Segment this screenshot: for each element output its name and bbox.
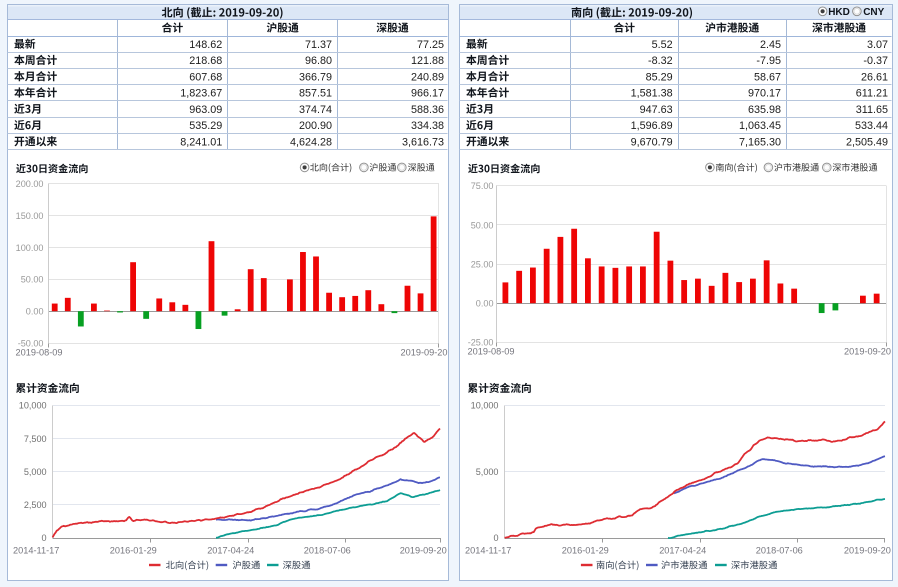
svg-text:77.25: 77.25 <box>417 39 444 51</box>
svg-text:5,000: 5,000 <box>476 467 499 477</box>
svg-text:607.68: 607.68 <box>189 71 222 83</box>
svg-text:2016-01-29: 2016-01-29 <box>110 545 157 555</box>
svg-text:366.79: 366.79 <box>299 71 332 83</box>
svg-text:26.61: 26.61 <box>861 71 888 83</box>
svg-text:2016-01-29: 2016-01-29 <box>562 545 609 555</box>
svg-text:218.68: 218.68 <box>189 55 222 67</box>
svg-text:CNY: CNY <box>863 7 884 18</box>
svg-text:535.29: 535.29 <box>189 120 222 132</box>
svg-text:0.00: 0.00 <box>26 307 44 317</box>
svg-text:5,000: 5,000 <box>24 467 47 477</box>
svg-text:85.29: 85.29 <box>646 71 673 83</box>
svg-text:50.00: 50.00 <box>471 220 494 230</box>
svg-text:10,000: 10,000 <box>471 401 499 411</box>
svg-text:2.45: 2.45 <box>760 39 781 51</box>
svg-text:0: 0 <box>493 533 498 543</box>
svg-text:857.51: 857.51 <box>299 88 332 100</box>
svg-text:533.44: 533.44 <box>855 120 888 132</box>
svg-text:1,063.45: 1,063.45 <box>739 120 781 132</box>
svg-text:HKD: HKD <box>828 7 850 18</box>
svg-text:200.90: 200.90 <box>299 120 332 132</box>
svg-text:100.00: 100.00 <box>16 243 44 253</box>
svg-text:334.38: 334.38 <box>411 120 444 132</box>
svg-text:0.00: 0.00 <box>476 299 494 309</box>
svg-text:970.17: 970.17 <box>748 88 781 100</box>
svg-text:7,500: 7,500 <box>24 434 47 444</box>
svg-text:588.36: 588.36 <box>411 104 444 116</box>
svg-text:966.17: 966.17 <box>411 88 444 100</box>
svg-text:963.09: 963.09 <box>189 104 222 116</box>
svg-text:3,616.73: 3,616.73 <box>402 136 444 148</box>
svg-text:75.00: 75.00 <box>471 181 494 191</box>
svg-text:611.21: 611.21 <box>856 88 888 100</box>
svg-text:10,000: 10,000 <box>19 401 47 411</box>
svg-text:-0.37: -0.37 <box>863 55 888 67</box>
svg-text:635.98: 635.98 <box>748 104 781 116</box>
svg-text:148.62: 148.62 <box>189 39 222 51</box>
svg-text:2,500: 2,500 <box>24 500 47 510</box>
svg-text:2019-09-20: 2019-09-20 <box>400 545 447 555</box>
svg-text:2019-09-20: 2019-09-20 <box>401 347 448 357</box>
svg-text:240.89: 240.89 <box>411 71 444 83</box>
svg-text:58.67: 58.67 <box>754 71 781 83</box>
svg-text:2,505.49: 2,505.49 <box>846 136 888 148</box>
svg-text:71.37: 71.37 <box>305 39 332 51</box>
svg-text:1,581.38: 1,581.38 <box>631 88 673 100</box>
svg-text:374.74: 374.74 <box>299 104 332 116</box>
svg-text:9,670.79: 9,670.79 <box>631 136 673 148</box>
svg-text:3.07: 3.07 <box>867 39 888 51</box>
svg-text:50.00: 50.00 <box>21 275 44 285</box>
svg-text:2017-04-24: 2017-04-24 <box>207 545 254 555</box>
svg-text:-7.95: -7.95 <box>756 55 781 67</box>
svg-text:1,823.67: 1,823.67 <box>180 88 222 100</box>
svg-text:7,165.30: 7,165.30 <box>739 136 781 148</box>
svg-text:8,241.01: 8,241.01 <box>180 136 222 148</box>
svg-text:96.80: 96.80 <box>305 55 332 67</box>
svg-text:2019-09-20: 2019-09-20 <box>844 545 891 555</box>
svg-text:2019-08-09: 2019-08-09 <box>16 347 63 357</box>
svg-text:25.00: 25.00 <box>471 259 494 269</box>
svg-text:0: 0 <box>42 533 47 543</box>
svg-text:-50.00: -50.00 <box>18 338 44 348</box>
svg-text:1,596.89: 1,596.89 <box>631 120 673 132</box>
svg-text:2014-11-17: 2014-11-17 <box>465 545 511 555</box>
svg-text:4,624.28: 4,624.28 <box>290 136 332 148</box>
svg-text:150.00: 150.00 <box>16 211 44 221</box>
svg-text:5.52: 5.52 <box>652 39 673 51</box>
svg-text:-25.00: -25.00 <box>468 338 494 348</box>
svg-text:311.65: 311.65 <box>856 104 888 116</box>
svg-text:-8.32: -8.32 <box>648 55 673 67</box>
svg-text:2019-09-20: 2019-09-20 <box>844 347 891 357</box>
svg-text:2018-07-06: 2018-07-06 <box>304 545 351 555</box>
svg-text:200.00: 200.00 <box>16 179 44 189</box>
svg-text:947.63: 947.63 <box>640 104 673 116</box>
svg-text:121.88: 121.88 <box>411 55 444 67</box>
svg-text:2018-07-06: 2018-07-06 <box>756 545 803 555</box>
svg-text:2014-11-17: 2014-11-17 <box>13 545 59 555</box>
svg-text:2019-08-09: 2019-08-09 <box>468 347 515 357</box>
svg-text:2017-04-24: 2017-04-24 <box>659 545 706 555</box>
